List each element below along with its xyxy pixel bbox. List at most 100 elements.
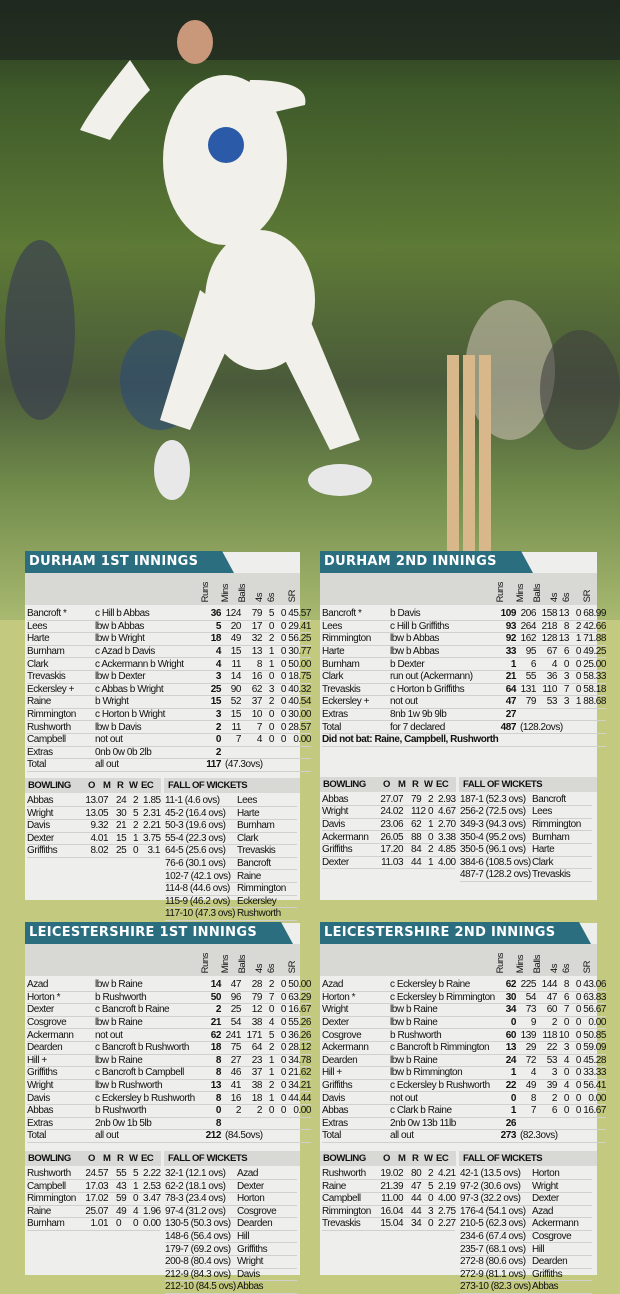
bowler: Wright bbox=[322, 805, 380, 819]
dismissal: c Azad b Davis bbox=[95, 645, 199, 659]
column-header-band: Runs Mins Balls 4s 6s SR bbox=[320, 573, 597, 605]
bowler: Campbell bbox=[27, 1179, 85, 1193]
fall-of-wicket-row: 235-7 (68.1 ovs) Hill bbox=[460, 1242, 592, 1256]
strike-rate: 40.54 bbox=[286, 695, 311, 709]
column-header-balls: Balls bbox=[532, 954, 543, 973]
batting-table: Azad c Eckersley b Raine 62 225 144 8 0 43.06 Ho… bbox=[322, 979, 606, 1143]
column-header-sixes: 6s bbox=[561, 592, 572, 602]
balls: 218 bbox=[536, 620, 557, 634]
fall-of-wicket-row: 117-10 (47.3 ovs) Rushworth bbox=[165, 907, 297, 921]
strike-rate: 34.21 bbox=[286, 1079, 311, 1093]
fall-of-wickets-header: FALL OF WICKETS bbox=[164, 777, 300, 793]
extras-row: Extras 2nb 0w 13b 11lb 26 bbox=[322, 1117, 606, 1131]
dismissed-batsman: Raine bbox=[237, 869, 297, 883]
dismissal: lbw b Rushworth bbox=[95, 1079, 199, 1093]
batsman: Cosgrove bbox=[322, 1028, 390, 1042]
innings-title: LEICESTERSHIRE 2ND INNINGS bbox=[320, 922, 592, 944]
wicket-score: 55-4 (22.3 ovs) bbox=[165, 832, 237, 846]
dismissal: c Abbas b Wright bbox=[95, 683, 199, 697]
batting-row: Raine b Wright 15 52 37 2 0 40.54 bbox=[27, 695, 311, 709]
fall-of-wicket-row: 349-3 (94.3 ovs) Rimmington bbox=[460, 818, 592, 832]
batsman: Hill + bbox=[27, 1054, 95, 1068]
mins: 7 bbox=[516, 1104, 536, 1118]
batsman: Dearden bbox=[322, 1054, 390, 1068]
wicket-score: 102-7 (42.1 ovs) bbox=[165, 869, 237, 883]
wicket-score: 350-5 (96.1 ovs) bbox=[460, 843, 532, 857]
runs: 3 bbox=[199, 670, 221, 684]
mins: 46 bbox=[221, 1066, 241, 1080]
runs-conceded: 84 bbox=[411, 843, 428, 857]
fours: 3 bbox=[557, 670, 569, 684]
wickets: 2 bbox=[428, 843, 438, 857]
batting-row: Eckersley + c Abbas b Wright 25 90 62 3 0 40.32 bbox=[27, 683, 311, 697]
fall-of-wicket-row: 32-1 (12.1 ovs) Azad bbox=[165, 1167, 297, 1181]
mins: 2 bbox=[221, 1104, 241, 1118]
batting-row: Griffiths c Bancroft b Campbell 8 46 37 1 0 21.… bbox=[27, 1066, 311, 1080]
balls: 8 bbox=[241, 657, 262, 671]
filler bbox=[516, 1117, 606, 1131]
dismissal: b Davis bbox=[390, 608, 494, 621]
column-header-runs: Runs bbox=[200, 952, 211, 973]
bowling-row: Griffiths 8.0 2 25 0 3.1 bbox=[27, 844, 160, 858]
extras-label: Extras bbox=[322, 1117, 390, 1131]
runs: 62 bbox=[494, 979, 516, 992]
bowler-figure bbox=[80, 20, 372, 500]
batsman: Trevaskis bbox=[27, 670, 95, 684]
batting-row: Campbell not out 0 7 4 0 0 0.00 bbox=[27, 733, 311, 747]
balls: 17 bbox=[241, 620, 262, 634]
bowling-row: Davis 9.3 2 21 2 2.21 bbox=[27, 819, 161, 833]
batting-row: Cosgrove lbw b Raine 21 54 38 4 0 55.26 bbox=[27, 1016, 311, 1030]
batsman: Burnham bbox=[322, 657, 390, 671]
mins: 55 bbox=[516, 670, 536, 684]
wicket-score: 179-7 (69.2 ovs) bbox=[165, 1242, 237, 1256]
total-row: Total all out 117 (47.3ovs) bbox=[27, 758, 311, 772]
sixes: 0 bbox=[569, 1054, 581, 1068]
fours: 1 bbox=[262, 645, 274, 659]
batsman: Horton * bbox=[322, 991, 390, 1005]
runs: 50 bbox=[199, 991, 221, 1005]
dismissal: c Bancroft b Campbell bbox=[95, 1066, 199, 1080]
batting-row: Azad lbw b Raine 14 47 28 2 0 50.00 bbox=[27, 979, 311, 992]
dismissed-batsman: Bancroft bbox=[237, 857, 297, 871]
sixes: 0 bbox=[274, 1016, 286, 1030]
balls: 12 bbox=[241, 1003, 262, 1017]
fall-of-wicket-row: 176-4 (54.1 ovs) Azad bbox=[460, 1205, 592, 1219]
wicket-score: 176-4 (54.1 ovs) bbox=[460, 1205, 532, 1219]
strike-rate: 28.12 bbox=[286, 1041, 311, 1055]
mins: 95 bbox=[516, 645, 536, 659]
dismissal: b Wright bbox=[95, 695, 199, 709]
fall-of-wicket-row: 11-1 (4.6 ovs) Lees bbox=[165, 794, 297, 808]
strike-rate: 88.68 bbox=[581, 695, 606, 709]
batsman: Abbas bbox=[27, 1104, 95, 1118]
column-header-sr: SR bbox=[287, 960, 298, 973]
overs: 4.0 bbox=[85, 832, 103, 846]
filler bbox=[516, 708, 606, 722]
sixes: 0 bbox=[274, 1028, 286, 1042]
runs-conceded: 30 bbox=[116, 806, 133, 820]
fours: 3 bbox=[557, 695, 569, 709]
economy: 3.47 bbox=[143, 1192, 161, 1206]
fall-of-wicket-row: 130-5 (50.3 ovs) Dearden bbox=[165, 1217, 297, 1231]
dismissed-batsman: Griffiths bbox=[532, 1268, 592, 1282]
wicket-score: 45-2 (16.4 ovs) bbox=[165, 806, 237, 820]
overs: 17.0 bbox=[85, 1192, 103, 1206]
batting-row: Horton * b Rushworth 50 96 79 7 0 63.29 bbox=[27, 991, 311, 1005]
sixes: 0 bbox=[274, 670, 286, 684]
balls: 38 bbox=[241, 1016, 262, 1030]
strike-rate: 56.67 bbox=[581, 1003, 606, 1017]
fall-of-wicket-row: 148-6 (56.4 ovs) Hill bbox=[165, 1230, 297, 1244]
dismissal: lbw b Wright bbox=[95, 632, 199, 646]
bowler: Griffiths bbox=[322, 843, 380, 857]
dismissed-batsman: Davis bbox=[237, 1268, 297, 1282]
balls: 171 bbox=[241, 1028, 262, 1042]
runs: 0 bbox=[199, 733, 221, 747]
bowler: Abbas bbox=[27, 794, 85, 808]
bowler: Davis bbox=[27, 819, 85, 833]
sixes: 0 bbox=[274, 979, 286, 992]
balls: 7 bbox=[241, 720, 262, 734]
runs-conceded: 44 bbox=[411, 1192, 428, 1206]
fall-of-wicket-row: 76-6 (30.1 ovs) Bancroft bbox=[165, 857, 297, 871]
wicket-score: 187-1 (52.3 ovs) bbox=[460, 793, 532, 807]
wickets: 1 bbox=[428, 818, 438, 832]
fours: 2 bbox=[262, 979, 274, 992]
